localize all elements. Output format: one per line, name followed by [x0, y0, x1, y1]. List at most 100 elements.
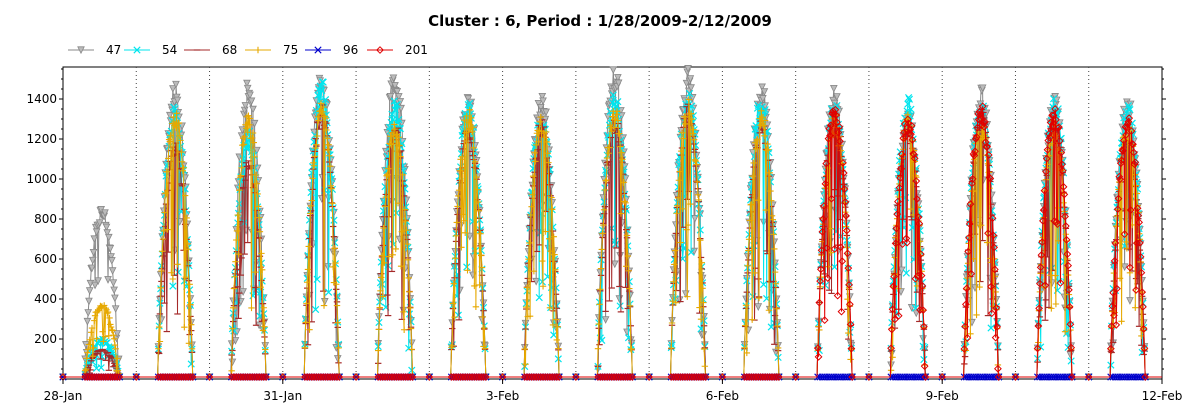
- data-point: [833, 93, 841, 101]
- data-point: [1058, 160, 1066, 169]
- data-point: [767, 323, 775, 331]
- data-point: [107, 253, 115, 261]
- data-point: [260, 304, 267, 311]
- data-point: [917, 271, 926, 280]
- data-point: [599, 230, 606, 237]
- data-point: [393, 100, 401, 109]
- data-point: [968, 179, 976, 188]
- data-point: [771, 245, 778, 253]
- data-point: [378, 252, 386, 259]
- data-point: [1109, 288, 1118, 297]
- data-point: [791, 373, 800, 381]
- data-point: [980, 122, 989, 131]
- data-point: [462, 229, 469, 236]
- data-point: [918, 282, 927, 290]
- data-point: [684, 65, 692, 73]
- data-point: [618, 149, 625, 156]
- data-point: [696, 226, 704, 234]
- data-point: [531, 149, 538, 157]
- data-point: [160, 227, 167, 235]
- data-point: [1053, 220, 1062, 229]
- data-point: [825, 263, 832, 270]
- data-point: [378, 280, 386, 288]
- data-point: [890, 272, 899, 281]
- data-point: [1132, 304, 1139, 311]
- data-point: [83, 317, 92, 326]
- axes: 200 400 600 800 1000 1200 1400 28-Jan 31-Jan 3-Fe…: [26, 68, 1182, 403]
- data-point: [88, 256, 97, 265]
- data-point: [88, 329, 95, 336]
- data-point: [253, 146, 261, 155]
- data-point: [754, 101, 762, 110]
- data-point: [982, 109, 991, 118]
- data-point: [539, 97, 547, 106]
- data-point: [839, 158, 847, 167]
- data-point: [84, 309, 93, 317]
- data-point: [102, 305, 109, 312]
- data-point: [701, 363, 709, 370]
- data-point: [671, 247, 679, 254]
- data-point: [181, 324, 188, 331]
- data-point: [97, 364, 105, 372]
- y-tick-label: 1200: [26, 132, 57, 146]
- data-point: [261, 323, 268, 330]
- data-point: [462, 129, 470, 136]
- data-point: [905, 95, 914, 103]
- data-point: [903, 238, 912, 247]
- data-point: [234, 211, 241, 219]
- data-point: [679, 205, 686, 213]
- data-point: [623, 263, 630, 270]
- data-point: [827, 194, 836, 203]
- data-point: [155, 345, 162, 352]
- data-point: [674, 202, 681, 209]
- data-point: [476, 281, 483, 289]
- data-point: [320, 103, 327, 111]
- data-point: [535, 293, 543, 302]
- data-point: [819, 202, 828, 210]
- data-point: [233, 227, 241, 235]
- data-point: [315, 117, 322, 124]
- data-point: [243, 84, 252, 93]
- data-point: [1068, 373, 1076, 381]
- data-point: [601, 316, 610, 324]
- data-point: [183, 214, 190, 222]
- data-point: [1052, 218, 1061, 226]
- data-point: [1113, 284, 1121, 293]
- x-tick-label: 31-Jan: [263, 389, 302, 403]
- data-point: [694, 178, 701, 185]
- data-point: [307, 210, 314, 217]
- data-point: [1039, 216, 1047, 225]
- data-point: [1126, 206, 1135, 214]
- data-point: [973, 123, 982, 132]
- data-point: [1125, 114, 1134, 123]
- data-point: [971, 147, 979, 156]
- data-point: [397, 262, 405, 270]
- data-point: [455, 186, 463, 194]
- data-point: [968, 174, 977, 183]
- data-point: [463, 263, 471, 271]
- data-point: [597, 265, 605, 272]
- data-point: [668, 344, 675, 352]
- data-point: [614, 79, 623, 88]
- data-point: [474, 185, 482, 193]
- data-point: [830, 245, 839, 253]
- data-point: [319, 78, 327, 86]
- data-point: [386, 92, 395, 101]
- data-point: [325, 141, 332, 148]
- data-point: [530, 267, 538, 275]
- data-point: [250, 151, 258, 160]
- data-point: [543, 138, 551, 146]
- data-point: [916, 306, 924, 314]
- data-point: [978, 102, 987, 111]
- data-point: [690, 136, 698, 143]
- data-point: [173, 110, 180, 117]
- data-point: [829, 84, 838, 93]
- data-point: [528, 203, 535, 210]
- data-point: [1110, 256, 1119, 265]
- data-point: [750, 159, 757, 167]
- data-point: [761, 106, 769, 114]
- data-point: [397, 153, 404, 160]
- data-point: [891, 239, 900, 248]
- data-point: [471, 158, 479, 165]
- data-point: [85, 341, 93, 348]
